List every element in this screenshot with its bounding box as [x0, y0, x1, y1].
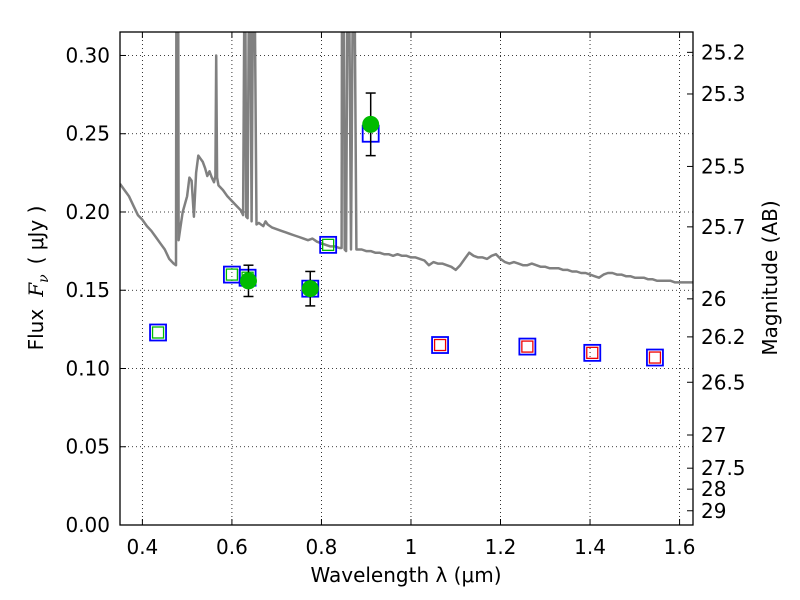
ticks: 0.4 0.6 0.8 1 1.2 1.4 1.6 0.00 0.05 0.10 0.15 0.20 0… [65, 32, 746, 559]
y-axis-label-flux: Flux [24, 309, 48, 351]
y-tick-label: 0.30 [65, 43, 110, 67]
model-photometry-marker [431, 336, 449, 354]
inner-filter-marker [586, 346, 599, 359]
y-tick-label: 0.15 [65, 278, 110, 302]
y-tick-label: 0.00 [65, 513, 110, 537]
y-axis-label-subscript: ν [36, 274, 52, 283]
model-photometry-marker [583, 343, 602, 362]
inner-filter-marker [322, 238, 335, 252]
y2-tick-label: 26 [701, 287, 726, 311]
axes-frame [119, 31, 694, 526]
y-tick-label: 0.25 [65, 122, 110, 146]
inner-filter-marker [521, 340, 534, 353]
observed-flux-point [239, 272, 257, 290]
observed-flux-point [301, 280, 319, 298]
y2-tick-label: 29 [701, 499, 726, 523]
y-tick-label: 0.20 [65, 200, 110, 224]
y2-axis-label: Magnitude (AB) [758, 200, 782, 355]
y-axis-label-unit: ( μJy ) [24, 206, 48, 265]
model-photometry-marker [149, 323, 167, 342]
observed-flux-point [362, 115, 380, 133]
plot-area [120, 32, 693, 367]
inner-filter-marker [151, 326, 165, 339]
x-tick-label: 0.4 [126, 535, 158, 559]
sed-model-line [120, 32, 693, 284]
y2-tick-label: 26.2 [701, 325, 746, 349]
y2-tick-label: 25.7 [701, 215, 746, 239]
x-tick-label: 1 [405, 535, 418, 559]
y2-tick-label: 25.2 [701, 40, 746, 64]
x-tick-label: 1.2 [485, 535, 517, 559]
x-tick-label: 0.6 [216, 535, 248, 559]
x-tick-label: 1.4 [574, 535, 606, 559]
x-tick-label: 0.8 [306, 535, 338, 559]
y2-tick-label: 26.5 [701, 370, 746, 394]
y2-tick-label: 25.5 [701, 154, 746, 178]
y-axis-label-symbol: F [24, 282, 48, 298]
model-photometry-marker [319, 235, 338, 254]
y2-tick-label: 27.5 [701, 456, 746, 480]
y2-tick-label: 27 [701, 423, 726, 447]
model-photometry-marker [646, 348, 664, 367]
inner-filter-marker [648, 351, 662, 364]
y2-tick-label: 28 [701, 477, 726, 501]
y-tick-label: 0.10 [65, 356, 110, 380]
y-tick-label: 0.05 [65, 435, 110, 459]
y-axis-label: Flux Fν ( μJy ) [24, 206, 52, 351]
inner-filter-marker [225, 268, 239, 281]
model-photometry-marker [518, 337, 537, 356]
x-axis-label: Wavelength λ (μm) [310, 563, 501, 587]
inner-filter-marker [433, 338, 447, 352]
x-tick-label: 1.6 [664, 535, 696, 559]
y2-tick-label: 25.3 [701, 82, 746, 106]
